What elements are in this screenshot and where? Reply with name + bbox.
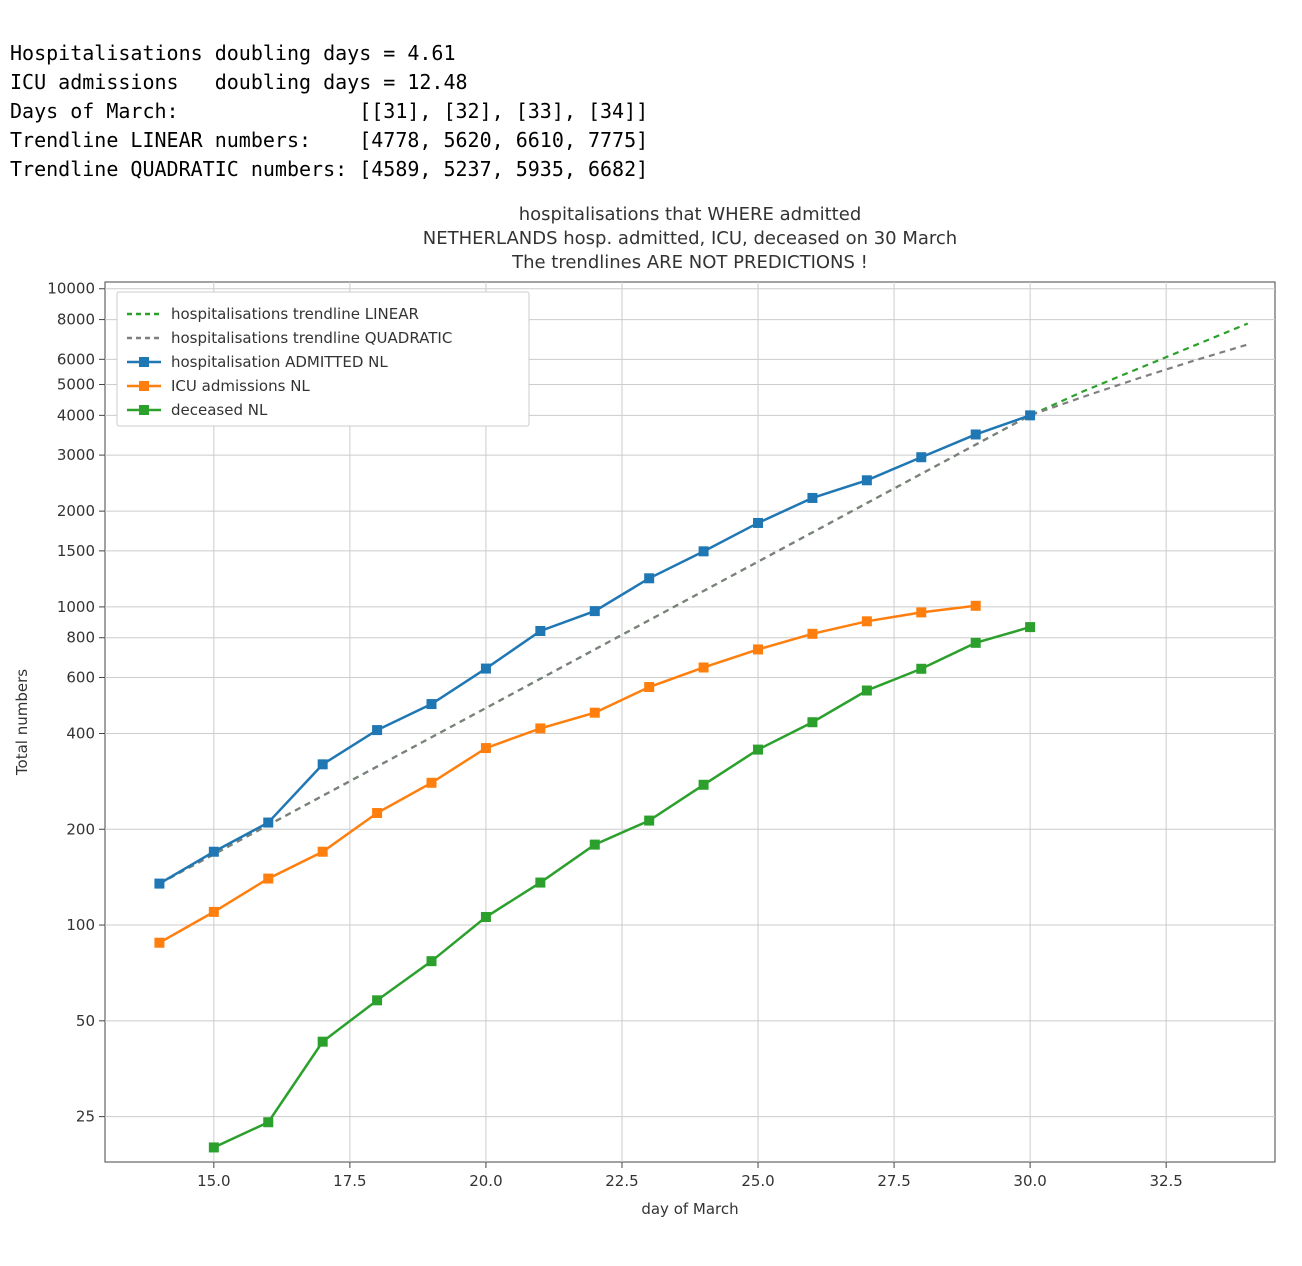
chart-container: hospitalisations that WHERE admitted NETH… — [10, 192, 1292, 1256]
svg-text:Total numbers: Total numbers — [13, 669, 31, 776]
header-line-3: Days of March: [[31], [32], [33], [34]] — [10, 99, 648, 123]
svg-text:50: 50 — [76, 1012, 95, 1030]
svg-text:32.5: 32.5 — [1149, 1172, 1182, 1190]
svg-text:30.0: 30.0 — [1013, 1172, 1046, 1190]
header-line-2: ICU admissions doubling days = 12.48 — [10, 70, 468, 94]
header-line-1: Hospitalisations doubling days = 4.61 — [10, 41, 456, 65]
svg-text:22.5: 22.5 — [605, 1172, 638, 1190]
svg-text:hospitalisations trendline LIN: hospitalisations trendline LINEAR — [171, 305, 419, 323]
svg-text:3000: 3000 — [57, 446, 95, 464]
svg-text:deceased NL: deceased NL — [171, 401, 268, 419]
svg-text:2000: 2000 — [57, 502, 95, 520]
svg-text:The trendlines ARE NOT PREDICT: The trendlines ARE NOT PREDICTIONS ! — [511, 252, 868, 273]
header-text: Hospitalisations doubling days = 4.61 IC… — [10, 10, 1292, 184]
svg-text:20.0: 20.0 — [469, 1172, 502, 1190]
svg-text:600: 600 — [66, 668, 95, 686]
svg-text:5000: 5000 — [57, 376, 95, 394]
svg-text:200: 200 — [66, 820, 95, 838]
svg-text:day of March: day of March — [641, 1200, 738, 1218]
svg-text:10000: 10000 — [47, 280, 95, 298]
svg-text:1000: 1000 — [57, 598, 95, 616]
svg-text:27.5: 27.5 — [877, 1172, 910, 1190]
svg-text:17.5: 17.5 — [333, 1172, 366, 1190]
svg-text:4000: 4000 — [57, 406, 95, 424]
svg-text:100: 100 — [66, 916, 95, 934]
svg-text:NETHERLANDS hosp. admitted, IC: NETHERLANDS hosp. admitted, ICU, decease… — [423, 228, 957, 249]
svg-text:hospitalisations trendline QUA: hospitalisations trendline QUADRATIC — [171, 329, 452, 347]
chart-svg: hospitalisations that WHERE admitted NETH… — [10, 192, 1292, 1252]
svg-text:6000: 6000 — [57, 350, 95, 368]
svg-text:hospitalisation ADMITTED NL: hospitalisation ADMITTED NL — [171, 353, 388, 371]
svg-text:25: 25 — [76, 1108, 95, 1126]
header-line-4: Trendline LINEAR numbers: [4778, 5620, 6… — [10, 128, 648, 152]
svg-text:400: 400 — [66, 725, 95, 743]
svg-text:15.0: 15.0 — [197, 1172, 230, 1190]
svg-text:25.0: 25.0 — [741, 1172, 774, 1190]
svg-text:ICU admissions NL: ICU admissions NL — [171, 377, 310, 395]
svg-text:8000: 8000 — [57, 311, 95, 329]
svg-text:800: 800 — [66, 629, 95, 647]
header-line-5: Trendline QUADRATIC numbers: [4589, 5237… — [10, 157, 648, 181]
svg-text:1500: 1500 — [57, 542, 95, 560]
svg-text:hospitalisations that WHERE ad: hospitalisations that WHERE admitted — [519, 204, 862, 225]
